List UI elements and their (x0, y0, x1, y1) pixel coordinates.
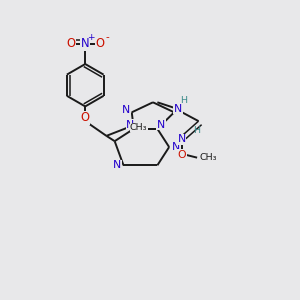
Text: CH₃: CH₃ (130, 123, 148, 132)
Text: N: N (81, 38, 89, 50)
Text: O: O (95, 38, 104, 50)
Text: +: + (87, 33, 95, 42)
Text: N: N (157, 120, 165, 130)
Text: H: H (193, 126, 200, 135)
Text: N: N (172, 142, 180, 152)
Text: O: O (178, 150, 186, 160)
Text: O: O (81, 111, 90, 124)
Text: -: - (105, 32, 109, 43)
Text: N: N (122, 105, 130, 115)
Text: N: N (178, 134, 186, 144)
Text: N: N (126, 120, 134, 130)
Text: N: N (113, 160, 121, 170)
Text: CH₃: CH₃ (200, 153, 217, 162)
Text: N: N (174, 104, 182, 114)
Text: H: H (180, 96, 187, 105)
Text: O: O (66, 38, 75, 50)
